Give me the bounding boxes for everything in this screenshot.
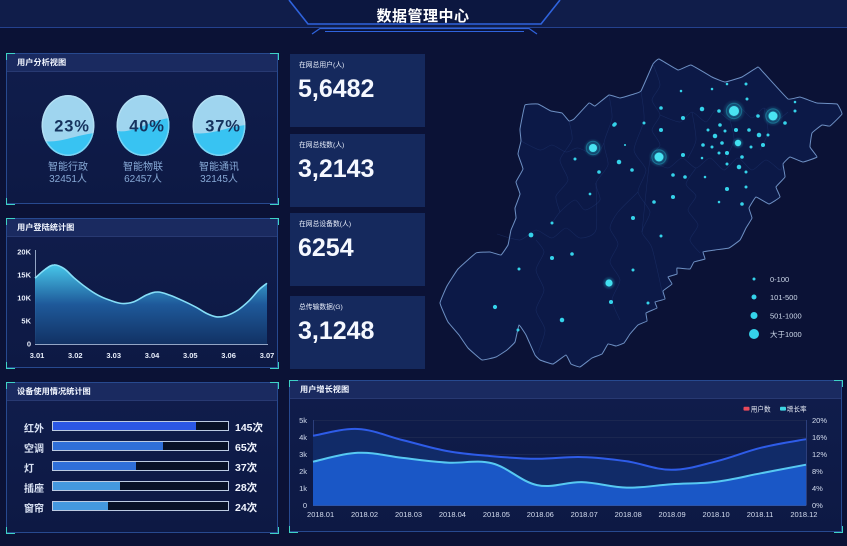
svg-text:大于1000: 大于1000 xyxy=(770,329,802,339)
svg-text:3.06: 3.06 xyxy=(221,351,236,360)
svg-text:2018.08: 2018.08 xyxy=(615,510,642,519)
svg-text:3.07: 3.07 xyxy=(260,351,275,360)
svg-text:32451人: 32451人 xyxy=(49,173,87,185)
svg-text:10K: 10K xyxy=(17,294,31,303)
svg-text:8%: 8% xyxy=(812,467,823,476)
svg-text:数据管理中心: 数据管理中心 xyxy=(376,7,469,25)
svg-text:2018.01: 2018.01 xyxy=(307,510,334,519)
svg-text:4%: 4% xyxy=(812,484,823,493)
svg-text:2018.07: 2018.07 xyxy=(571,510,598,519)
svg-text:2018.05: 2018.05 xyxy=(483,510,510,519)
svg-text:3.04: 3.04 xyxy=(145,351,160,360)
svg-text:2018.06: 2018.06 xyxy=(527,510,554,519)
svg-text:37%: 37% xyxy=(205,118,240,136)
svg-text:2018.04: 2018.04 xyxy=(439,510,466,519)
svg-text:16%: 16% xyxy=(812,433,827,442)
svg-text:20%: 20% xyxy=(812,416,827,425)
svg-text:智能物联: 智能物联 xyxy=(123,160,163,173)
svg-text:0-100: 0-100 xyxy=(770,275,789,284)
svg-text:2018.10: 2018.10 xyxy=(703,510,730,519)
svg-text:3.01: 3.01 xyxy=(30,351,45,360)
svg-text:2018.03: 2018.03 xyxy=(395,510,422,519)
svg-text:1k: 1k xyxy=(299,484,307,493)
svg-text:15K: 15K xyxy=(17,271,31,280)
svg-text:0%: 0% xyxy=(812,501,823,510)
svg-text:20K: 20K xyxy=(17,248,31,257)
svg-text:2018.12: 2018.12 xyxy=(790,510,817,519)
svg-text:增长率: 增长率 xyxy=(787,405,807,414)
svg-text:智能行政: 智能行政 xyxy=(48,160,88,173)
svg-text:23%: 23% xyxy=(54,118,89,136)
svg-text:2018.09: 2018.09 xyxy=(659,510,686,519)
svg-text:4k: 4k xyxy=(299,433,307,442)
svg-text:501-1000: 501-1000 xyxy=(770,312,802,321)
svg-text:2018.11: 2018.11 xyxy=(747,510,774,519)
svg-text:2k: 2k xyxy=(299,467,307,476)
svg-text:0: 0 xyxy=(303,501,307,510)
svg-text:12%: 12% xyxy=(812,450,827,459)
svg-text:3.02: 3.02 xyxy=(68,351,83,360)
svg-text:3k: 3k xyxy=(299,450,307,459)
svg-text:3.03: 3.03 xyxy=(106,351,121,360)
svg-text:62457人: 62457人 xyxy=(124,173,162,185)
svg-text:2018.02: 2018.02 xyxy=(351,510,378,519)
svg-text:0: 0 xyxy=(27,340,31,349)
svg-text:40%: 40% xyxy=(129,118,164,136)
svg-text:用户数: 用户数 xyxy=(751,405,771,414)
svg-text:5K: 5K xyxy=(21,317,31,326)
svg-text:5k: 5k xyxy=(299,416,307,425)
svg-text:32145人: 32145人 xyxy=(200,173,238,185)
svg-text:3.05: 3.05 xyxy=(183,351,198,360)
svg-text:101-500: 101-500 xyxy=(770,293,798,302)
svg-text:智能通讯: 智能通讯 xyxy=(199,160,239,173)
